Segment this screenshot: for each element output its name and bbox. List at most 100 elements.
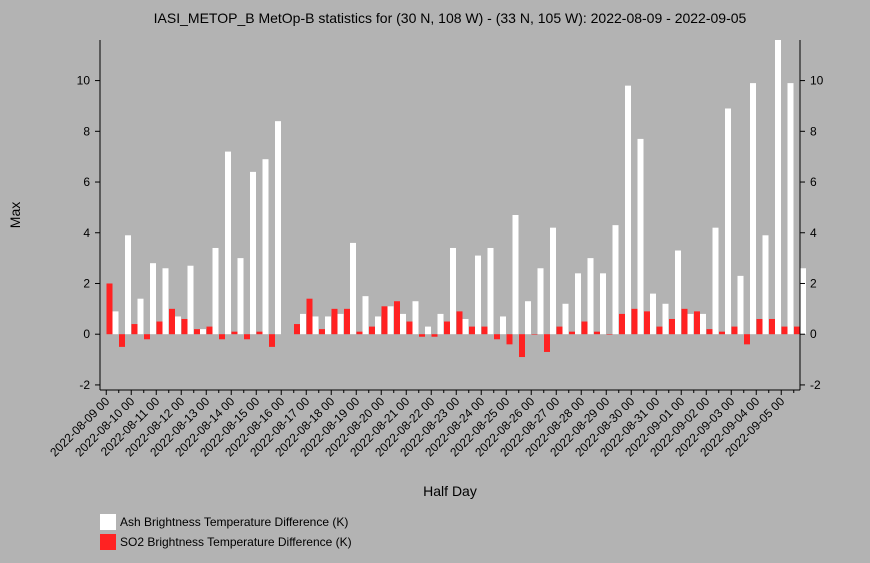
so2-bar (444, 321, 450, 335)
ash-bar (362, 296, 369, 335)
so2-bar (669, 318, 675, 335)
so2-bar (706, 329, 713, 335)
ash-bar (662, 303, 669, 335)
ash-bar (675, 250, 681, 335)
so2-bar (781, 326, 788, 335)
y-tick-label-right: 0 (810, 327, 817, 341)
so2-bar (469, 326, 475, 335)
so2-bar (519, 334, 525, 358)
so2-bar (156, 321, 163, 335)
so2-bar (431, 334, 438, 337)
so2-bar (556, 326, 563, 335)
legend: Ash Brightness Temperature Difference (K… (100, 512, 352, 552)
ash-bar (300, 313, 306, 335)
ash-bar (587, 258, 594, 335)
ash-bar (162, 268, 169, 335)
ash-bar (625, 85, 631, 335)
legend-item-so2: SO2 Brightness Temperature Difference (K… (100, 532, 352, 552)
so2-bar (456, 311, 463, 335)
ash-bar (237, 258, 244, 335)
ash-bar (612, 225, 619, 335)
so2-bar (231, 331, 238, 335)
ash-bar (650, 293, 656, 335)
ash-bar (112, 311, 119, 335)
y-tick-label-right: 2 (810, 276, 817, 290)
ash-bar (550, 227, 556, 335)
so2-bar (656, 326, 663, 335)
legend-swatch-ash (100, 514, 116, 530)
so2-bar (744, 334, 750, 345)
ash-bar (500, 316, 506, 335)
ash-bar (387, 306, 394, 335)
so2-bar (394, 301, 400, 335)
ash-bar (725, 108, 731, 335)
y-tick-label: 10 (77, 74, 91, 88)
y-tick-label-right: 8 (810, 124, 817, 138)
so2-bar (106, 283, 113, 335)
ash-bar (337, 313, 344, 335)
ash-bar (312, 316, 319, 335)
so2-bar (569, 331, 575, 335)
so2-bar (681, 308, 688, 335)
ash-bar (687, 313, 694, 335)
ash-bar (737, 275, 744, 335)
so2-bar (619, 313, 625, 335)
so2-bar (594, 331, 600, 335)
ash-bar (137, 298, 144, 335)
bars-group (106, 40, 806, 358)
so2-bar (631, 308, 638, 335)
so2-bar (331, 308, 338, 335)
so2-bar (306, 298, 313, 335)
y-tick-label-right: 10 (810, 74, 824, 88)
so2-bar (119, 334, 125, 347)
y-tick-label: 6 (83, 175, 90, 189)
ash-bar (775, 40, 781, 335)
so2-bar (794, 326, 800, 335)
ash-bar (800, 268, 806, 335)
ash-bar (450, 247, 456, 335)
so2-bar (581, 321, 588, 335)
ash-bar (150, 263, 156, 335)
so2-bar (356, 331, 363, 335)
ash-bar (262, 159, 269, 335)
so2-bar (319, 329, 325, 335)
so2-bar (756, 318, 763, 335)
ash-bar (175, 316, 181, 335)
so2-bar (369, 326, 375, 335)
ash-bar (712, 227, 719, 335)
ash-bar (600, 273, 606, 335)
ash-bar (200, 329, 206, 335)
ash-bar (787, 83, 794, 335)
ash-bar (400, 313, 406, 335)
so2-bar (181, 318, 188, 335)
so2-bar (481, 326, 488, 335)
y-tick-label: 8 (83, 124, 90, 138)
so2-bar (731, 326, 738, 335)
ash-bar (225, 151, 231, 335)
ash-bar (487, 247, 494, 335)
ash-bar (125, 235, 131, 335)
y-tick-label-right: 6 (810, 175, 817, 189)
so2-bar (406, 321, 413, 335)
ash-bar (637, 138, 644, 335)
so2-bar (344, 308, 350, 335)
so2-bar (169, 308, 175, 335)
y-tick-label-right: 4 (810, 226, 817, 240)
ash-bar (325, 316, 331, 335)
ash-bar (425, 326, 431, 335)
y-tick-label-right: -2 (810, 378, 821, 392)
ash-bar (575, 273, 581, 335)
ash-bar (750, 83, 756, 335)
ash-bar (412, 301, 419, 335)
ash-bar (562, 303, 569, 335)
legend-label-so2: SO2 Brightness Temperature Difference (K… (120, 535, 352, 549)
so2-bar (219, 334, 225, 340)
ash-bar (537, 268, 544, 335)
so2-bar (144, 334, 150, 340)
chart-title: IASI_METOP_B MetOp-B statistics for (30 … (154, 10, 747, 26)
so2-bar (419, 334, 425, 337)
so2-bar (644, 311, 650, 335)
so2-bar (194, 329, 200, 335)
